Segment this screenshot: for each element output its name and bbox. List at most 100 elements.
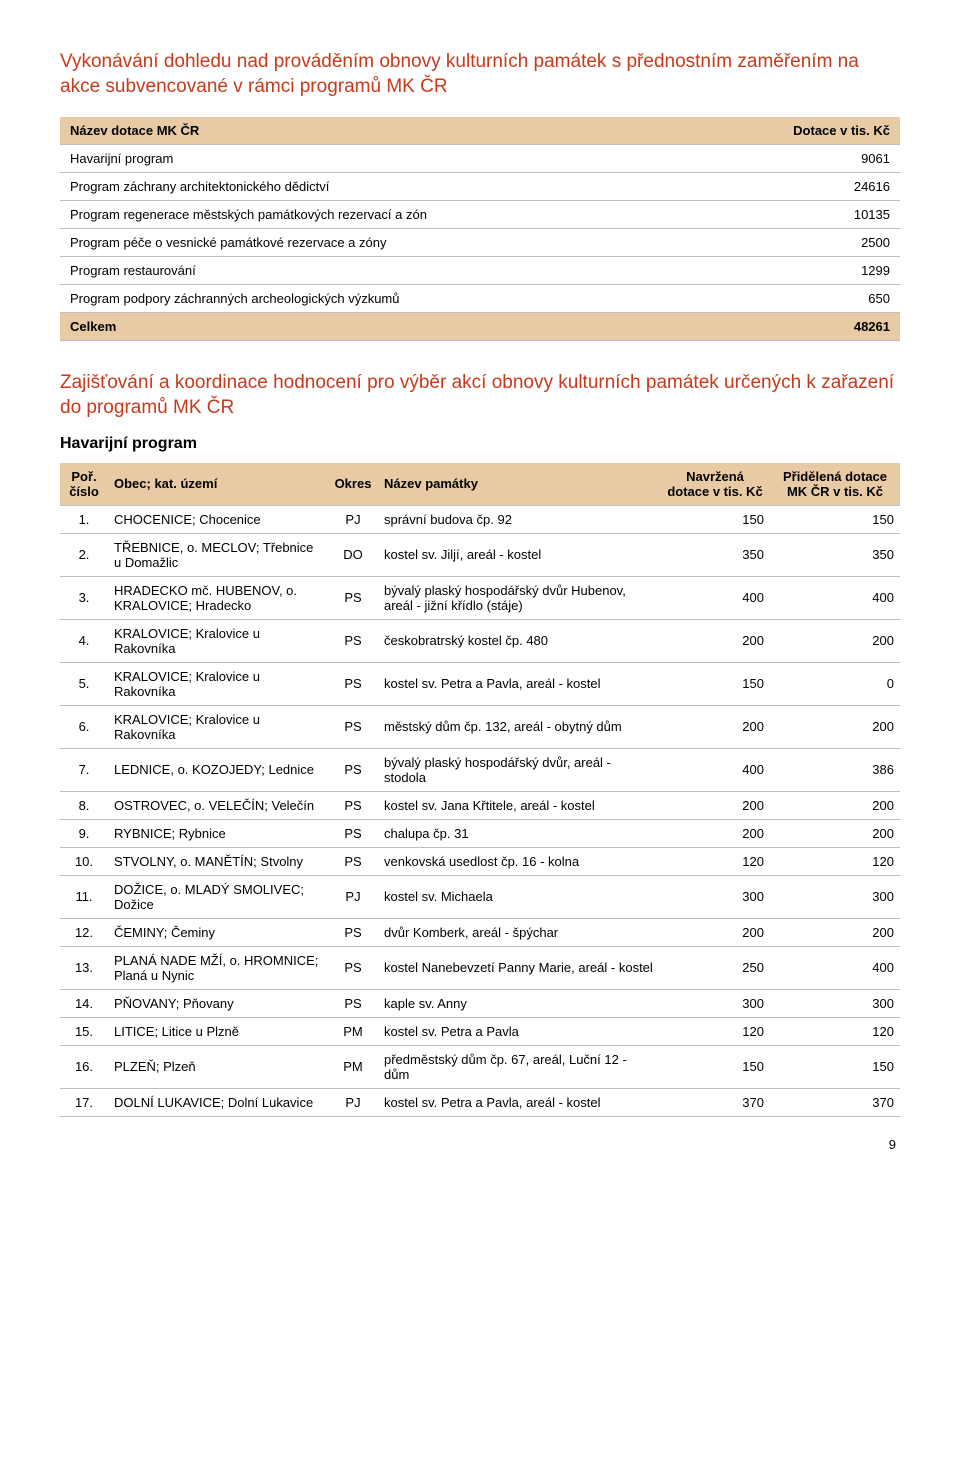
detail-header-num: Poř. číslo [60, 463, 108, 506]
detail-row-navrzena: 120 [660, 847, 770, 875]
detail-header-okres: Okres [328, 463, 378, 506]
detail-row-num: 14. [60, 989, 108, 1017]
detail-row-num: 15. [60, 1017, 108, 1045]
detail-row-obec: DOŽICE, o. MLADÝ SMOLIVEC; Dožice [108, 875, 328, 918]
detail-row-pridelena: 200 [770, 918, 900, 946]
detail-row-pamatka: kostel Nanebevzetí Panny Marie, areál - … [378, 946, 660, 989]
detail-row-num: 4. [60, 619, 108, 662]
summary-row-name: Havarijní program [60, 145, 701, 173]
detail-row-pridelena: 150 [770, 505, 900, 533]
detail-row-pamatka: kostel sv. Michaela [378, 875, 660, 918]
detail-row-pamatka: bývalý plaský hospodářský dvůr Hubenov, … [378, 576, 660, 619]
detail-row-num: 12. [60, 918, 108, 946]
detail-row-navrzena: 370 [660, 1088, 770, 1116]
detail-row-okres: PS [328, 748, 378, 791]
detail-row-pridelena: 200 [770, 791, 900, 819]
detail-row-obec: STVOLNY, o. MANĚTÍN; Stvolny [108, 847, 328, 875]
detail-row-pamatka: kaple sv. Anny [378, 989, 660, 1017]
detail-row-pamatka: dvůr Komberk, areál - špýchar [378, 918, 660, 946]
detail-row-num: 16. [60, 1045, 108, 1088]
summary-row-name: Program záchrany architektonického dědic… [60, 173, 701, 201]
summary-row-value: 24616 [701, 173, 900, 201]
detail-row-num: 8. [60, 791, 108, 819]
detail-row-obec: PŇOVANY; Pňovany [108, 989, 328, 1017]
detail-row-obec: OSTROVEC, o. VELEČÍN; Velečín [108, 791, 328, 819]
detail-row-okres: PS [328, 847, 378, 875]
detail-row-navrzena: 150 [660, 505, 770, 533]
summary-row-value: 2500 [701, 229, 900, 257]
detail-row-obec: KRALOVICE; Kralovice u Rakovníka [108, 705, 328, 748]
detail-row-obec: DOLNÍ LUKAVICE; Dolní Lukavice [108, 1088, 328, 1116]
detail-row-pridelena: 200 [770, 619, 900, 662]
summary-header-value: Dotace v tis. Kč [701, 117, 900, 145]
summary-row-value: 1299 [701, 257, 900, 285]
detail-row-okres: PS [328, 946, 378, 989]
detail-row-okres: PJ [328, 1088, 378, 1116]
summary-row-name: Program restaurování [60, 257, 701, 285]
summary-table: Název dotace MK ČR Dotace v tis. Kč Hava… [60, 117, 900, 341]
detail-row-navrzena: 200 [660, 918, 770, 946]
detail-row-okres: PS [328, 705, 378, 748]
detail-row-pamatka: chalupa čp. 31 [378, 819, 660, 847]
section-heading: Havarijní program [60, 435, 900, 453]
detail-row-okres: PS [328, 576, 378, 619]
detail-row-navrzena: 400 [660, 748, 770, 791]
detail-row-pridelena: 370 [770, 1088, 900, 1116]
detail-row-pamatka: předměstský dům čp. 67, areál, Luční 12 … [378, 1045, 660, 1088]
detail-row-pamatka: městský dům čp. 132, areál - obytný dům [378, 705, 660, 748]
detail-row-pridelena: 386 [770, 748, 900, 791]
detail-row-pridelena: 200 [770, 705, 900, 748]
detail-table: Poř. číslo Obec; kat. území Okres Název … [60, 463, 900, 1117]
detail-row-pamatka: českobratrský kostel čp. 480 [378, 619, 660, 662]
detail-row-okres: DO [328, 533, 378, 576]
detail-row-num: 9. [60, 819, 108, 847]
detail-row-pamatka: kostel sv. Petra a Pavla, areál - kostel [378, 1088, 660, 1116]
summary-row-name: Program podpory záchranných archeologick… [60, 285, 701, 313]
detail-row-pamatka: bývalý plaský hospodářský dvůr, areál - … [378, 748, 660, 791]
detail-row-pridelena: 120 [770, 847, 900, 875]
summary-row-value: 650 [701, 285, 900, 313]
summary-total-label: Celkem [60, 313, 701, 341]
detail-row-pamatka: kostel sv. Petra a Pavla, areál - kostel [378, 662, 660, 705]
summary-row-value: 9061 [701, 145, 900, 173]
detail-row-obec: PLANÁ NADE MŽÍ, o. HROMNICE; Planá u Nyn… [108, 946, 328, 989]
detail-header-pridelena: Přidělená dotace MK ČR v tis. Kč [770, 463, 900, 506]
summary-row-value: 10135 [701, 201, 900, 229]
detail-row-num: 2. [60, 533, 108, 576]
page-title-1: Vykonávání dohledu nad prováděním obnovy… [60, 50, 900, 99]
detail-row-pamatka: venkovská usedlost čp. 16 - kolna [378, 847, 660, 875]
detail-row-okres: PM [328, 1045, 378, 1088]
page-number: 9 [60, 1137, 900, 1152]
detail-row-obec: PLZEŇ; Plzeň [108, 1045, 328, 1088]
detail-row-navrzena: 200 [660, 819, 770, 847]
detail-row-pridelena: 400 [770, 946, 900, 989]
detail-row-num: 6. [60, 705, 108, 748]
detail-row-okres: PS [328, 662, 378, 705]
detail-row-pridelena: 120 [770, 1017, 900, 1045]
detail-row-pridelena: 300 [770, 875, 900, 918]
detail-row-okres: PS [328, 918, 378, 946]
detail-row-obec: LEDNICE, o. KOZOJEDY; Lednice [108, 748, 328, 791]
detail-row-navrzena: 350 [660, 533, 770, 576]
detail-row-obec: ČEMINY; Čeminy [108, 918, 328, 946]
detail-row-okres: PS [328, 791, 378, 819]
detail-row-pamatka: kostel sv. Jana Křtitele, areál - kostel [378, 791, 660, 819]
detail-row-navrzena: 250 [660, 946, 770, 989]
detail-row-navrzena: 400 [660, 576, 770, 619]
detail-row-okres: PJ [328, 505, 378, 533]
detail-row-okres: PS [328, 989, 378, 1017]
detail-row-num: 11. [60, 875, 108, 918]
detail-row-num: 17. [60, 1088, 108, 1116]
detail-row-num: 1. [60, 505, 108, 533]
page-title-2: Zajišťování a koordinace hodnocení pro v… [60, 371, 900, 420]
detail-row-pamatka: správní budova čp. 92 [378, 505, 660, 533]
detail-row-pridelena: 400 [770, 576, 900, 619]
detail-row-okres: PM [328, 1017, 378, 1045]
detail-row-pridelena: 350 [770, 533, 900, 576]
detail-row-obec: CHOCENICE; Chocenice [108, 505, 328, 533]
summary-total-value: 48261 [701, 313, 900, 341]
detail-row-navrzena: 200 [660, 705, 770, 748]
detail-row-pridelena: 0 [770, 662, 900, 705]
detail-row-num: 13. [60, 946, 108, 989]
detail-row-pridelena: 150 [770, 1045, 900, 1088]
